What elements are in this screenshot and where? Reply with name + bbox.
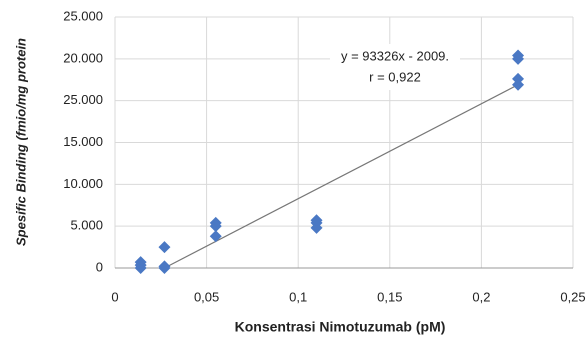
point: [158, 262, 171, 274]
point: [310, 221, 323, 234]
point: [512, 52, 525, 65]
y-tick-label: 25.000: [63, 92, 103, 107]
y-tick-label: 25.000: [63, 8, 103, 23]
y-axis-label: Spesific Binding (fmio/mg protein: [13, 38, 28, 246]
point: [209, 230, 222, 243]
y-tick-label: 0: [96, 259, 103, 274]
y-tick-label: 15.000: [63, 134, 103, 149]
point: [158, 241, 171, 254]
point: [134, 262, 147, 274]
point: [209, 220, 222, 233]
annotation-box: [330, 44, 460, 90]
trendline: [164, 84, 519, 269]
y-tick-label: 5.000: [70, 218, 103, 233]
y-tick-label: 10.000: [63, 176, 103, 191]
x-tick-label: 0,15: [377, 289, 402, 304]
x-tick-label: 0: [111, 289, 118, 304]
y-tick-label: 20.000: [63, 50, 103, 65]
x-axis-label: Konsentrasi Nimotuzumab (pM): [235, 319, 446, 335]
x-tick-label: 0,1: [289, 289, 307, 304]
point: [512, 78, 525, 91]
x-tick-label: 0,2: [472, 289, 490, 304]
correlation: r = 0,922: [369, 69, 421, 84]
equation: y = 93326x - 2009.: [341, 48, 449, 63]
x-tick-label: 0,05: [194, 289, 219, 304]
x-tick-label: 0,25: [560, 289, 585, 304]
